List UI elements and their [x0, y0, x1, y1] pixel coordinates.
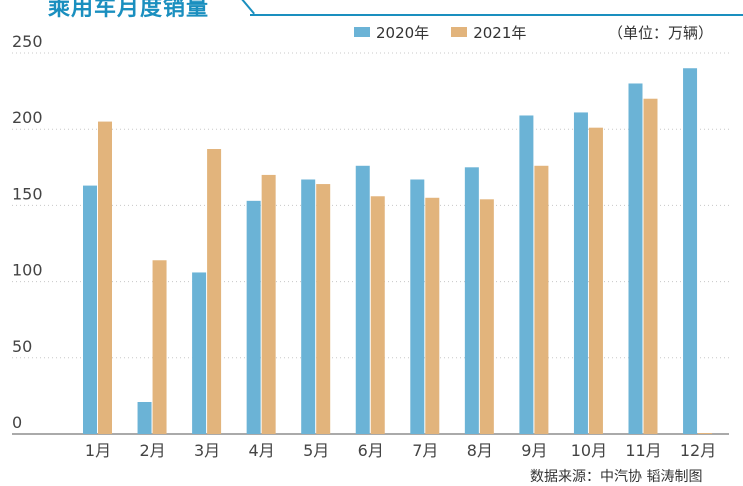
bar-2021年-12月 — [698, 433, 713, 434]
y-tick-label-200: 200 — [12, 108, 43, 127]
legend-item-2020: 2020年 — [354, 22, 429, 43]
x-tick-label-2月: 2月 — [139, 441, 165, 460]
bar-2021年-3月 — [207, 149, 222, 434]
legend-label-2021: 2021年 — [473, 23, 527, 42]
legend-item-2021: 2021年 — [451, 22, 526, 43]
bar-2021年-10月 — [588, 127, 603, 435]
bar-2020年-12月 — [683, 68, 698, 435]
x-tick-label-1月: 1月 — [85, 441, 111, 460]
bar-2021年-11月 — [643, 98, 658, 434]
title-rule — [250, 14, 743, 16]
legend-label-2020: 2020年 — [376, 23, 430, 42]
bar-2021年-6月 — [370, 196, 385, 434]
chart-title: 乘用车月度销量 — [48, 0, 210, 21]
bar-2021年-4月 — [261, 174, 276, 435]
bar-2021年-9月 — [534, 165, 549, 434]
legend-swatch-2020 — [354, 27, 370, 37]
bar-2020年-9月 — [519, 115, 534, 434]
x-tick-label-3月: 3月 — [194, 441, 220, 460]
y-tick-label-50: 50 — [12, 337, 32, 356]
bar-2020年-6月 — [355, 165, 370, 434]
data-source: 数据来源：中汽协 韬涛制图 — [530, 469, 703, 485]
bar-2020年-4月 — [246, 200, 261, 434]
x-tick-label-5月: 5月 — [303, 441, 329, 460]
bar-2021年-7月 — [425, 197, 440, 434]
y-tick-label-100: 100 — [12, 261, 43, 280]
unit-label: （单位：万辆） — [608, 24, 714, 42]
bar-2020年-11月 — [628, 83, 643, 434]
y-tick-label-0: 0 — [12, 413, 22, 432]
bar-2020年-10月 — [573, 112, 588, 434]
bar-2020年-5月 — [301, 179, 316, 434]
x-tick-label-9月: 9月 — [521, 441, 547, 460]
bar-2020年-1月 — [83, 185, 97, 434]
legend: 2020年 2021年 — [354, 22, 548, 42]
y-tick-label-250: 250 — [12, 32, 43, 51]
bar-2021年-8月 — [479, 199, 494, 434]
x-tick-label-11月: 11月 — [625, 441, 661, 460]
bar-2020年-2月 — [137, 401, 152, 434]
x-tick-label-12月: 12月 — [680, 441, 716, 460]
x-tick-label-8月: 8月 — [467, 441, 493, 460]
bar-2021年-2月 — [152, 260, 167, 434]
y-tick-label-150: 150 — [12, 184, 43, 203]
bar-2020年-8月 — [464, 167, 479, 435]
legend-swatch-2021 — [451, 27, 468, 37]
bar-2021年-1月 — [98, 121, 112, 434]
x-tick-label-6月: 6月 — [358, 441, 384, 460]
bar-2020年-3月 — [192, 272, 207, 434]
x-tick-label-4月: 4月 — [249, 441, 275, 460]
x-tick-label-10月: 10月 — [571, 441, 607, 460]
x-tick-label-7月: 7月 — [412, 441, 438, 460]
bar-2020年-7月 — [410, 179, 425, 434]
bar-2021年-5月 — [316, 184, 331, 434]
